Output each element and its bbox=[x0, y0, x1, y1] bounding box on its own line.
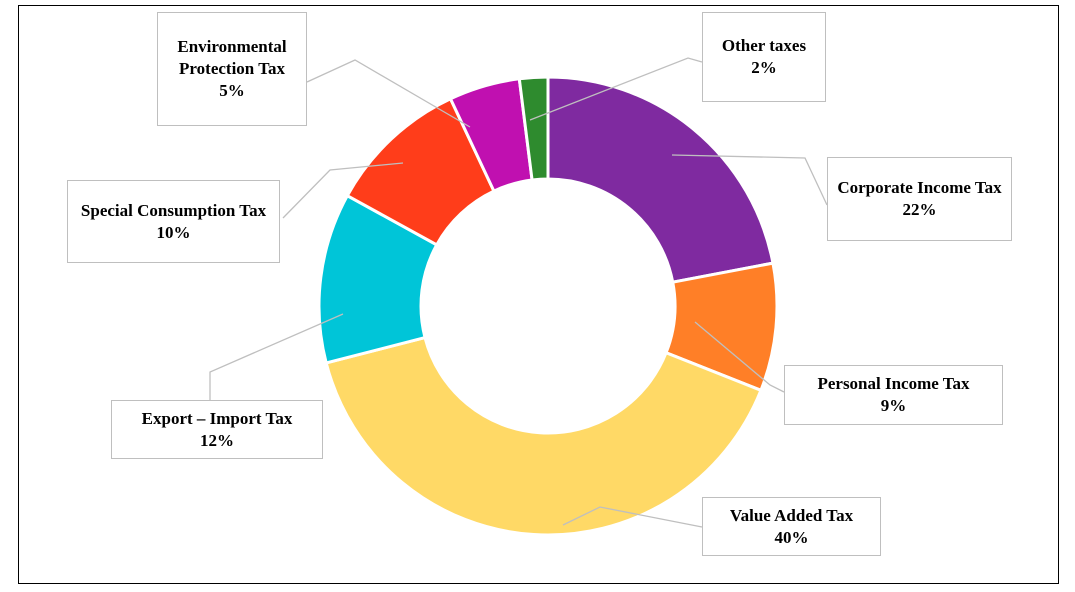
label-value: 12% bbox=[200, 430, 234, 450]
label-value: 5% bbox=[219, 81, 245, 100]
leader-line bbox=[209, 313, 344, 400]
label-value: 9% bbox=[880, 396, 907, 415]
label-value: 22% bbox=[902, 200, 937, 219]
label-name: Environmental Protection Tax bbox=[177, 37, 287, 78]
leader-line bbox=[562, 506, 703, 528]
leader-line bbox=[282, 162, 404, 219]
data-label: Export – Import Tax 12% bbox=[111, 400, 323, 459]
label-name: Personal Income Tax bbox=[817, 374, 970, 393]
leader-line bbox=[694, 321, 785, 393]
slice bbox=[324, 335, 763, 537]
label-name: Export – Import Tax bbox=[141, 408, 293, 428]
slice bbox=[546, 75, 775, 284]
data-label: Other taxes 2% bbox=[702, 12, 826, 102]
data-label: Corporate Income Tax 22% bbox=[827, 157, 1012, 241]
label-name: Corporate Income Tax bbox=[837, 178, 1002, 197]
slice bbox=[517, 75, 550, 182]
frame bbox=[18, 5, 1059, 584]
label-name: Special Consumption Tax bbox=[80, 200, 267, 220]
label-value: 10% bbox=[156, 222, 191, 242]
slices bbox=[317, 75, 779, 537]
label-value: 40% bbox=[774, 527, 809, 547]
label-name: Other taxes bbox=[721, 36, 807, 55]
label-value: 2% bbox=[751, 58, 777, 77]
data-label: Personal Income Tax 9% bbox=[784, 365, 1003, 425]
data-label: Environmental Protection Tax 5% bbox=[157, 12, 307, 126]
data-label: Special Consumption Tax 10% bbox=[67, 180, 280, 263]
leader-line bbox=[306, 59, 471, 128]
label-name: Value Added Tax bbox=[729, 505, 854, 525]
leader-line bbox=[671, 154, 828, 206]
data-label: Value Added Tax 40% bbox=[702, 497, 881, 556]
leader-line bbox=[529, 57, 703, 121]
